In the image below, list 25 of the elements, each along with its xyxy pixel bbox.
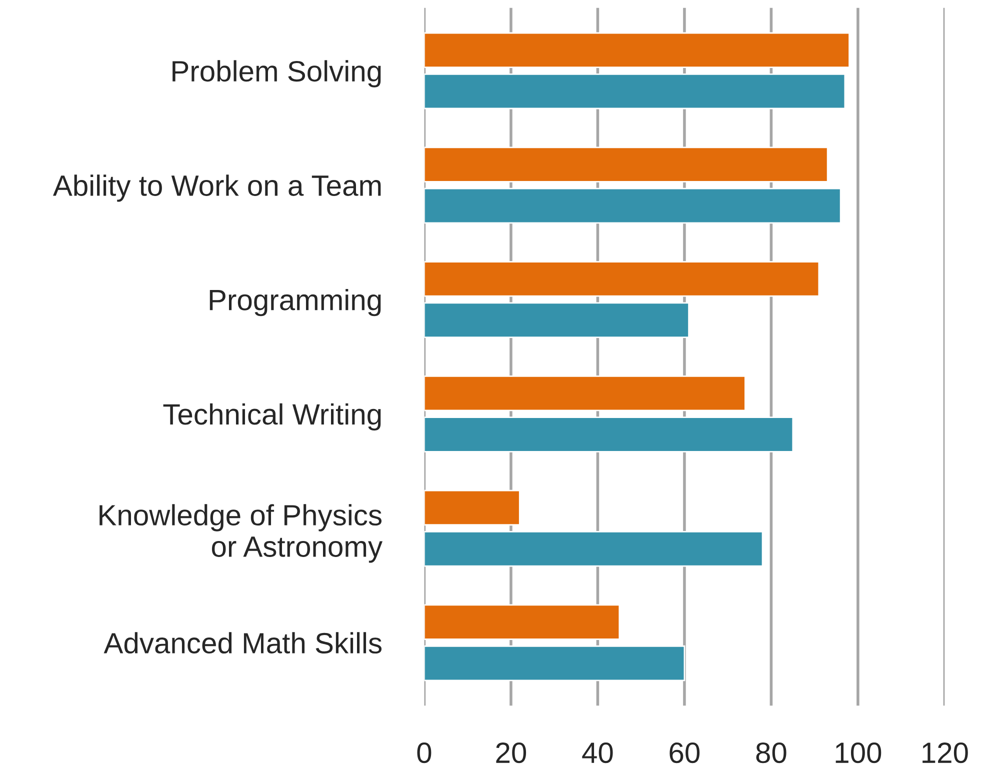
y-tick-label: Programming bbox=[210, 288, 381, 316]
x-tick-label: 40 bbox=[582, 742, 613, 764]
bar bbox=[424, 604, 620, 640]
bar bbox=[424, 531, 764, 567]
bar bbox=[424, 302, 690, 338]
bar bbox=[424, 188, 842, 224]
x-tick-label: 0 bbox=[417, 742, 432, 764]
x-tick-label: 120 bbox=[922, 742, 968, 764]
bar bbox=[424, 645, 686, 682]
y-tick-label: Ability to Work on a Team bbox=[52, 174, 381, 202]
bar bbox=[424, 490, 520, 526]
bar bbox=[424, 375, 746, 412]
x-tick-label: 60 bbox=[670, 742, 700, 764]
bar bbox=[424, 146, 828, 182]
x-tick-label: 100 bbox=[836, 742, 882, 764]
y-tick-label: Knowledge of Physics or Astronomy bbox=[100, 504, 383, 563]
bar bbox=[424, 261, 820, 297]
bar bbox=[424, 73, 846, 110]
bar bbox=[424, 32, 850, 68]
y-tick-label: Problem Solving bbox=[172, 60, 381, 88]
x-tick-label: 20 bbox=[496, 742, 526, 764]
y-tick-label: Advanced Math Skills bbox=[104, 632, 382, 654]
y-tick-label: Technical Writing bbox=[163, 403, 381, 431]
bar bbox=[424, 416, 794, 452]
x-tick-label: 80 bbox=[756, 742, 786, 764]
